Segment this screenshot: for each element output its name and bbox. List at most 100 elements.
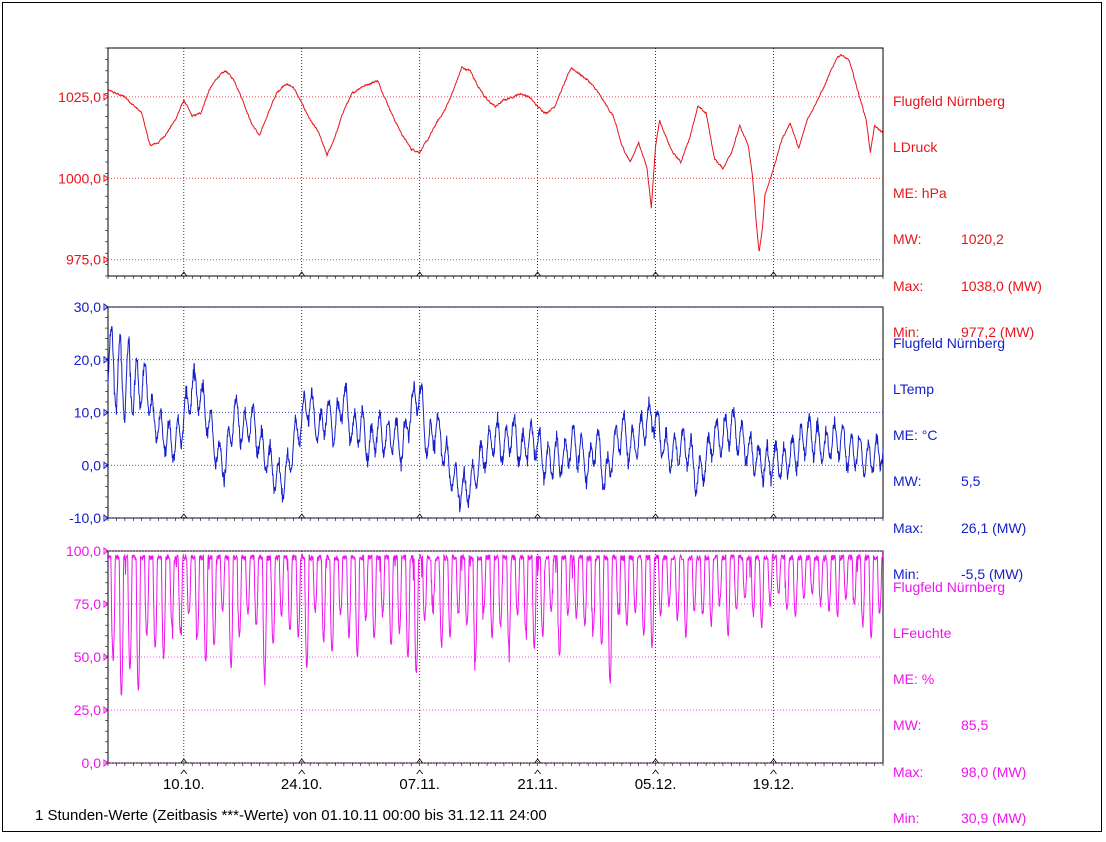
legend-max-label: Max: xyxy=(893,277,924,294)
legend-min-value: 30,9 (MW) xyxy=(961,809,1027,826)
legend-me-label: ME: xyxy=(893,185,918,202)
legend-series: LFeuchte xyxy=(893,625,952,642)
legend-me-row: ME: hPa xyxy=(893,185,1042,202)
legend-me-label: ME: xyxy=(893,671,918,688)
legend-pressure: Flugfeld Nürnberg LDruck ME: hPa MW: 1020… xyxy=(893,63,1042,356)
y-tick-label: 30,0 xyxy=(74,299,101,315)
x-tick-caret xyxy=(534,769,541,775)
legend-min-label: Min: xyxy=(893,323,920,340)
x-tick-label: 07.11. xyxy=(399,776,440,793)
x-tick-marker xyxy=(652,271,659,277)
y-tick-marker xyxy=(103,461,109,470)
y-tick-marker xyxy=(103,355,109,364)
x-tick-marker xyxy=(298,513,306,519)
x-tick-caret xyxy=(298,769,306,775)
plot-area xyxy=(107,47,884,277)
x-tick-label: 19.12. xyxy=(753,776,795,793)
y-tick-label: 100,0 xyxy=(66,543,101,559)
y-tick-label: 50,0 xyxy=(74,649,101,665)
legend-min-row: Min: 977,2 (MW) xyxy=(893,323,1042,340)
y-tick-marker xyxy=(103,600,109,608)
x-tick-marker xyxy=(180,271,188,277)
legend-me-value: °C xyxy=(921,427,938,444)
y-tick-label: 20,0 xyxy=(74,352,101,368)
y-tick-marker xyxy=(103,759,109,767)
legend-min-row: Min: -5,5 (MW) xyxy=(893,565,1026,582)
y-tick-marker xyxy=(103,92,109,101)
x-tick-caret xyxy=(416,769,424,775)
y-tick-marker xyxy=(103,303,109,311)
legend-me-value: hPa xyxy=(921,185,947,202)
legend-max-value: 1038,0 (MW) xyxy=(961,277,1042,294)
x-tick-label: 21.11. xyxy=(517,776,558,793)
x-tick-marker xyxy=(298,758,306,764)
x-tick-marker xyxy=(534,513,541,519)
y-tick-label: 1000,0 xyxy=(58,170,101,186)
legend-mw-value: 85,5 xyxy=(961,717,989,734)
x-tick-label: 10.10. xyxy=(163,776,205,793)
x-tick-marker xyxy=(298,271,306,277)
legend-min-row: Min: 30,9 (MW) xyxy=(893,809,1027,826)
legend-mw-value: 1020,2 xyxy=(961,231,1004,248)
x-tick-caret xyxy=(770,769,777,775)
legend-max-value: 98,0 (MW) xyxy=(961,763,1027,780)
x-tick-caret xyxy=(652,769,659,775)
legend-min-label: Min: xyxy=(893,565,920,582)
y-tick-marker xyxy=(103,255,109,264)
x-tick-marker xyxy=(770,513,777,519)
legend-max-label: Max: xyxy=(893,763,924,780)
x-tick-marker xyxy=(180,513,188,519)
y-tick-label: 75,0 xyxy=(74,596,101,612)
legend-mw-row: MW: 5,5 xyxy=(893,473,1026,490)
y-tick-marker xyxy=(103,174,109,183)
legend-min-value: 977,2 (MW) xyxy=(961,323,1035,340)
legend-mw-label: MW: xyxy=(893,473,922,490)
x-tick-marker xyxy=(416,758,424,764)
legend-max-value: 26,1 (MW) xyxy=(961,519,1027,536)
legend-station: Flugfeld Nürnberg xyxy=(893,578,1006,595)
y-tick-label: 10,0 xyxy=(74,405,101,421)
legend-series: LTemp xyxy=(893,381,934,398)
legend-min-value: -5,5 (MW) xyxy=(961,565,1024,582)
y-tick-marker xyxy=(103,706,109,714)
legend-station: Flugfeld Nürnberg xyxy=(893,92,1006,109)
legend-series: LDruck xyxy=(893,139,938,156)
footer-caption: 1 Stunden-Werte (Zeitbasis ***-Werte) vo… xyxy=(35,807,547,824)
y-tick-label: 1025,0 xyxy=(58,89,101,105)
x-tick-marker xyxy=(416,513,424,519)
x-tick-marker xyxy=(770,271,777,277)
y-tick-marker xyxy=(103,514,109,522)
legend-humidity: Flugfeld Nürnberg LFeuchte ME: % MW: 85,5… xyxy=(893,549,1026,842)
legend-min-label: Min: xyxy=(893,809,920,826)
legend-mw-value: 5,5 xyxy=(961,473,981,490)
legend-mw-label: MW: xyxy=(893,717,922,734)
y-tick-label: 0,0 xyxy=(82,457,102,473)
x-tick-marker xyxy=(534,758,541,764)
series-line xyxy=(107,553,884,696)
x-tick-marker xyxy=(652,758,659,764)
y-tick-label: 0,0 xyxy=(82,755,102,771)
x-tick-marker xyxy=(180,758,188,764)
legend-temperature: Flugfeld Nürnberg LTemp ME: °C MW: 5,5 Ma… xyxy=(893,305,1026,598)
legend-mw-row: MW: 85,5 xyxy=(893,717,1026,734)
legend-max-label: Max: xyxy=(893,519,924,536)
legend-me-row: ME: % xyxy=(893,671,1026,688)
x-tick-caret xyxy=(180,769,188,775)
legend-station: Flugfeld Nürnberg xyxy=(893,334,1006,351)
y-tick-marker xyxy=(103,547,109,555)
y-tick-marker xyxy=(103,408,109,417)
legend-max-row: Max: 98,0 (MW) xyxy=(893,763,1027,780)
x-tick-marker xyxy=(534,271,541,277)
x-tick-label: 05.12. xyxy=(635,776,677,793)
legend-me-label: ME: xyxy=(893,427,918,444)
legend-mw-label: MW: xyxy=(893,231,922,248)
x-tick-marker xyxy=(416,271,424,277)
legend-me-row: ME: °C xyxy=(893,427,1026,444)
legend-max-row: Max: 1038,0 (MW) xyxy=(893,277,1042,294)
series-line xyxy=(107,53,883,252)
legend-mw-row: MW: 1020,2 xyxy=(893,231,1042,248)
x-tick-label: 24.10. xyxy=(281,776,323,793)
legend-max-row: Max: 26,1 (MW) xyxy=(893,519,1027,536)
